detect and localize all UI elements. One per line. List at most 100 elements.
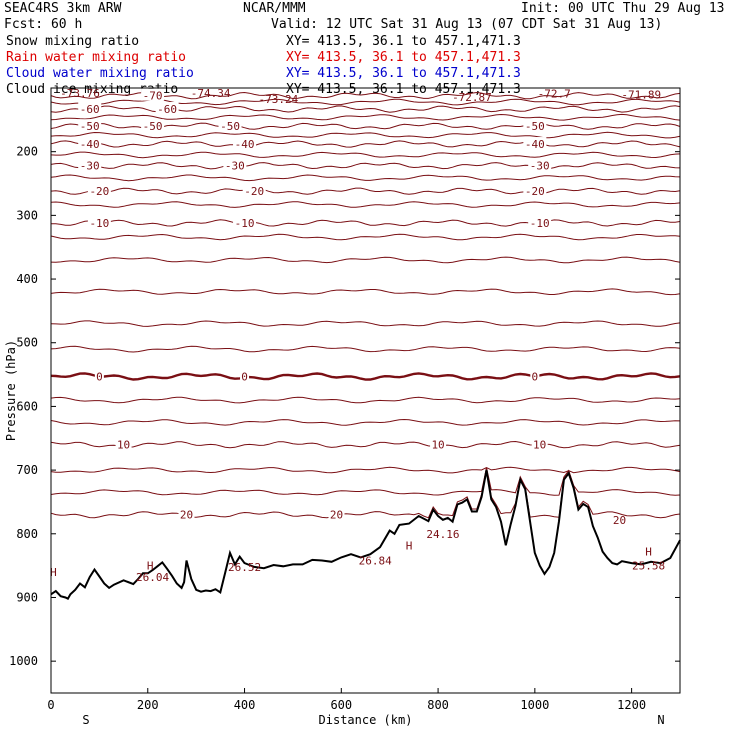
label-background [178, 507, 195, 520]
contour-line [50, 113, 681, 121]
x-tick-label: 400 [234, 698, 256, 712]
label-background [531, 437, 548, 450]
isotherm-line [50, 140, 681, 148]
label-background [328, 507, 345, 520]
isotherm-label: -40 [80, 138, 100, 151]
field-label-rain: Rain water mixing ratio [6, 50, 187, 65]
contour-line [50, 466, 681, 474]
isotherm-label: -20 [244, 185, 264, 198]
label-background [115, 437, 132, 450]
org-label: NCAR/MMM [243, 1, 306, 16]
isotherm-line [50, 467, 681, 519]
label-background [141, 88, 165, 101]
contour-line [50, 467, 681, 496]
field-label-snow: Snow mixing ratio [6, 34, 140, 49]
x-tick-label: 1000 [520, 698, 549, 712]
label-background [78, 158, 102, 171]
plot-frame [50, 87, 681, 694]
label-background [523, 119, 547, 132]
y-tick-label: 500 [16, 336, 38, 350]
valid-time: Valid: 12 UTC Sat 31 Aug 13 (07 CDT Sat … [271, 17, 663, 32]
label-background [233, 216, 257, 229]
init-time: Init: 00 UTC Thu 29 Aug 13 [521, 1, 725, 16]
contour-line [50, 233, 681, 241]
isotherm-line [50, 219, 681, 227]
label-background [78, 102, 102, 115]
label-background [530, 369, 540, 382]
extremum-value-label: -73.76 [60, 87, 100, 100]
x-tick-label: 1200 [617, 698, 646, 712]
extremum-value-label: -71.89 [621, 88, 661, 101]
contour-line [50, 174, 681, 182]
y-tick-label: 1000 [9, 654, 38, 668]
isotherm-label: -40 [525, 138, 545, 151]
label-background [528, 216, 552, 229]
isotherm-label: -10 [235, 217, 255, 230]
isotherm-label: -50 [525, 120, 545, 133]
label-background [87, 184, 111, 197]
x-end-label-left: S [82, 713, 89, 727]
max-marker-label: H [645, 546, 652, 559]
y-axis-title: Pressure (hPa) [4, 340, 18, 441]
extremum-value-label: -74.34 [191, 87, 231, 100]
isotherm-line [50, 187, 681, 195]
label-background [242, 184, 266, 197]
extremum-value-label: -72.87 [452, 91, 492, 104]
contour-line [50, 396, 681, 404]
surface-value-label: 26.52 [228, 561, 261, 574]
isotherm-line [50, 162, 681, 170]
field-xy-rain: XY= 413.5, 36.1 to 457.1,471.3 [286, 50, 521, 65]
isotherm-label: 10 [533, 439, 546, 452]
contour-line [50, 418, 681, 426]
extremum-value-label: -73.24 [259, 93, 299, 106]
x-tick-label: 600 [330, 698, 352, 712]
label-background [78, 119, 102, 132]
surface-value-label: 25.58 [632, 560, 665, 573]
contour-line [50, 151, 681, 159]
isotherm-label: 20 [180, 509, 193, 522]
max-marker-label: H [50, 566, 57, 579]
contour-line [50, 201, 681, 208]
contour-line [50, 288, 681, 296]
isotherm-line [50, 105, 681, 113]
y-tick-label: 900 [16, 590, 38, 604]
surface-value-label: 26.04 [136, 571, 169, 584]
label-background [223, 158, 247, 171]
isotherm-label: -20 [525, 185, 545, 198]
x-tick-label: 200 [137, 698, 159, 712]
isotherm-label: -60 [80, 103, 100, 116]
label-background [430, 437, 447, 450]
x-tick-label: 800 [427, 698, 449, 712]
field-label-cloud-water: Cloud water mixing ratio [6, 66, 194, 81]
field-xy-cloud-water: XY= 413.5, 36.1 to 457.1,471.3 [286, 66, 521, 81]
y-tick-label: 200 [16, 145, 38, 159]
isotherm-label: 0 [96, 370, 103, 383]
label-background [141, 119, 165, 132]
model-title: SEAC4RS 3km ARW [4, 1, 122, 16]
terrain-layer [50, 469, 681, 601]
isotherm-label: -30 [225, 160, 245, 173]
isotherm-label: -20 [89, 185, 109, 198]
max-marker-label: H [406, 539, 413, 552]
isotherm-label: 0 [241, 370, 248, 383]
surface-value-label: 26.84 [359, 555, 392, 568]
y-tick-label: 300 [16, 208, 38, 222]
label-background [528, 158, 552, 171]
isotherm-label: -70 [143, 90, 163, 103]
x-end-label-right: N [657, 713, 664, 727]
label-background [87, 216, 111, 229]
label-background [78, 137, 102, 150]
isotherm-line [50, 440, 681, 449]
isotherm-line [50, 372, 681, 381]
label-background [523, 137, 547, 150]
x-tick-label: 0 [47, 698, 54, 712]
contour-line [50, 256, 681, 264]
extremum-value-label: -72.7 [538, 88, 571, 101]
isotherm-label: -50 [80, 120, 100, 133]
field-xy-snow: XY= 413.5, 36.1 to 457.1,471.3 [286, 34, 521, 49]
isotherm-label: -50 [220, 120, 240, 133]
isotherm-layer [50, 91, 681, 519]
y-tick-label: 600 [16, 399, 38, 413]
